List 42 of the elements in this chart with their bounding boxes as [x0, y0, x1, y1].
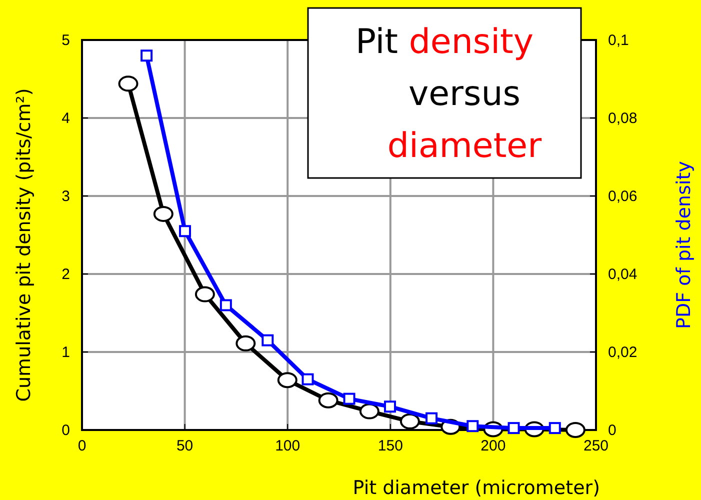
- y2-tick-label: 0,1: [608, 32, 629, 49]
- point: [140, 50, 153, 62]
- y2-tick-label: 0,04: [608, 266, 638, 283]
- x-tick-label: 200: [480, 438, 506, 455]
- y-tick-label: 5: [62, 32, 70, 49]
- point: [277, 372, 298, 388]
- x-tick-label: 250: [583, 438, 609, 455]
- point: [194, 286, 215, 302]
- point: [153, 206, 174, 222]
- point: [400, 413, 420, 430]
- y-tick-label: 4: [62, 110, 70, 127]
- annotation: Pit density versus diameter: [355, 22, 542, 166]
- y-tick-label: 0: [62, 422, 70, 439]
- y2-tick-label: 0,08: [608, 110, 638, 127]
- point: [118, 76, 138, 92]
- x-tick-label: 100: [275, 438, 300, 455]
- x-tick-label: 150: [378, 438, 403, 455]
- y2-tick-label: 0,06: [608, 188, 638, 205]
- point: [236, 335, 256, 352]
- x-tick-label: 50: [176, 438, 194, 455]
- y-tick-label: 1: [62, 344, 70, 361]
- x-axis-title: Pit diameter (micrometer): [352, 477, 600, 499]
- point: [262, 334, 274, 346]
- point: [359, 403, 380, 420]
- point: [384, 400, 396, 413]
- point: [302, 373, 314, 386]
- y-tick-label: 3: [62, 188, 70, 205]
- point: [426, 412, 438, 424]
- y2-tick-label: 0,02: [608, 344, 638, 361]
- point: [565, 422, 586, 438]
- point: [179, 225, 192, 238]
- y-axis-title: Cumulative pit density (pits/cm²): [13, 88, 35, 402]
- point: [548, 422, 561, 434]
- point: [508, 422, 520, 434]
- y-tick-label: 2: [62, 266, 70, 283]
- point: [343, 392, 356, 405]
- y2-axis-title: PDF of pit density: [673, 161, 695, 329]
- point: [466, 420, 479, 432]
- point: [220, 299, 232, 312]
- x-tick-label: 0: [78, 438, 86, 455]
- point: [318, 392, 338, 408]
- y2-tick-label: 0: [608, 422, 616, 439]
